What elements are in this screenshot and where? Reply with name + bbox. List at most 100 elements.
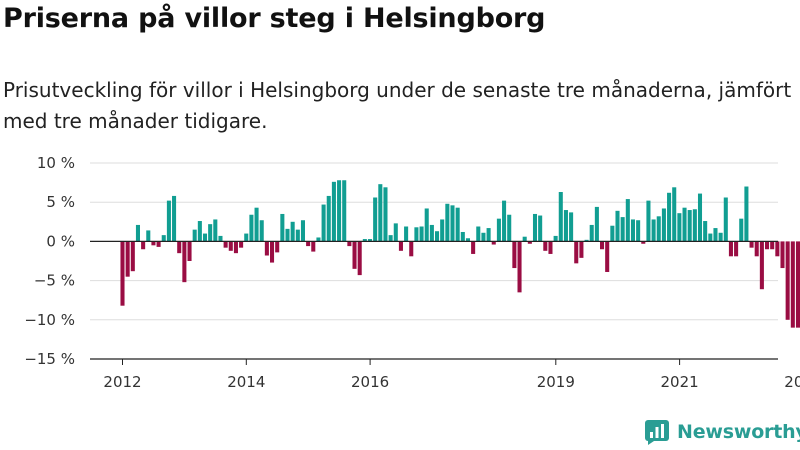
bar bbox=[661, 208, 666, 242]
bar bbox=[275, 241, 280, 253]
bar bbox=[429, 224, 434, 242]
bar bbox=[739, 218, 744, 242]
bar bbox=[409, 241, 414, 257]
bar bbox=[213, 219, 218, 242]
bar bbox=[151, 241, 156, 246]
bar bbox=[718, 232, 723, 242]
bar bbox=[728, 241, 733, 257]
bar bbox=[249, 214, 254, 242]
x-tick-label: 2019 bbox=[537, 373, 575, 391]
bar bbox=[130, 241, 135, 272]
bar bbox=[775, 241, 780, 257]
x-tick-label: 2021 bbox=[661, 373, 699, 391]
bar bbox=[218, 235, 223, 242]
brand-name: Newsworthy bbox=[677, 421, 800, 443]
bar bbox=[141, 241, 146, 250]
bar bbox=[543, 241, 548, 251]
bar bbox=[600, 241, 605, 250]
bar bbox=[208, 224, 213, 242]
x-tick-label: 2012 bbox=[103, 373, 141, 391]
bar bbox=[373, 197, 378, 242]
bar bbox=[254, 207, 259, 242]
y-tick-label: 10 % bbox=[37, 154, 75, 172]
bar bbox=[625, 199, 630, 242]
bar bbox=[465, 238, 470, 242]
bar bbox=[316, 237, 321, 242]
bar bbox=[311, 241, 316, 252]
y-tick-label: −15 % bbox=[24, 350, 75, 368]
bar bbox=[780, 241, 785, 269]
bar bbox=[672, 187, 677, 242]
bar bbox=[610, 225, 615, 242]
bar bbox=[321, 204, 326, 242]
bar bbox=[703, 221, 708, 242]
bar bbox=[460, 231, 465, 242]
bar bbox=[125, 241, 130, 277]
bar bbox=[435, 231, 440, 242]
bar bbox=[620, 217, 625, 242]
chart-subtitle: Prisutveckling för villor i Helsingborg … bbox=[3, 78, 792, 133]
bar bbox=[795, 241, 800, 328]
bar bbox=[646, 200, 651, 242]
newsworthy-logo: Newsworthy bbox=[644, 419, 800, 445]
bar bbox=[223, 241, 228, 248]
bar bbox=[259, 220, 264, 242]
bar bbox=[636, 220, 641, 242]
bar bbox=[228, 241, 233, 251]
bar bbox=[290, 221, 295, 242]
bar bbox=[280, 213, 285, 242]
bar bbox=[749, 241, 754, 248]
bar bbox=[512, 241, 517, 269]
y-tick-label: 5 % bbox=[46, 193, 75, 211]
bar bbox=[682, 207, 687, 242]
bar bbox=[331, 181, 336, 242]
bar bbox=[713, 228, 718, 242]
bar bbox=[239, 241, 244, 248]
bar bbox=[156, 241, 161, 247]
bar bbox=[378, 184, 383, 242]
bar bbox=[300, 220, 305, 242]
bar bbox=[285, 228, 290, 242]
bar bbox=[264, 241, 269, 256]
bar bbox=[177, 241, 182, 254]
bar bbox=[414, 227, 419, 242]
bar bbox=[651, 219, 656, 242]
bar bbox=[770, 241, 775, 250]
bar bbox=[692, 209, 697, 242]
bar bbox=[744, 186, 749, 242]
bar bbox=[491, 241, 496, 245]
bar bbox=[120, 241, 125, 306]
bar bbox=[790, 241, 795, 328]
bar bbox=[342, 180, 347, 242]
x-tick-label: 2014 bbox=[227, 373, 265, 391]
bar bbox=[419, 226, 424, 242]
bar bbox=[476, 226, 481, 242]
bar bbox=[398, 241, 403, 251]
bar bbox=[754, 241, 759, 257]
bar bbox=[548, 241, 553, 254]
x-tick-label: 2023 bbox=[784, 373, 800, 391]
bar bbox=[306, 241, 311, 247]
bar bbox=[404, 226, 409, 242]
bar bbox=[734, 241, 739, 257]
bar bbox=[202, 233, 208, 242]
bar bbox=[187, 241, 192, 261]
y-tick-label: −10 % bbox=[24, 311, 75, 329]
bar bbox=[574, 241, 579, 264]
bar bbox=[723, 197, 728, 242]
bar bbox=[615, 210, 620, 242]
bar bbox=[496, 218, 501, 242]
bar bbox=[486, 228, 491, 242]
bar bbox=[605, 241, 610, 272]
bar bbox=[677, 213, 682, 242]
bar bbox=[383, 187, 388, 242]
chart-title: Priserna på villor steg i Helsingborg bbox=[3, 3, 546, 34]
bar bbox=[270, 241, 275, 263]
y-tick-label: 0 % bbox=[46, 232, 75, 250]
bar bbox=[197, 221, 202, 242]
bar bbox=[445, 203, 450, 242]
bar bbox=[708, 233, 713, 242]
bar bbox=[326, 195, 331, 242]
bar bbox=[558, 192, 563, 242]
